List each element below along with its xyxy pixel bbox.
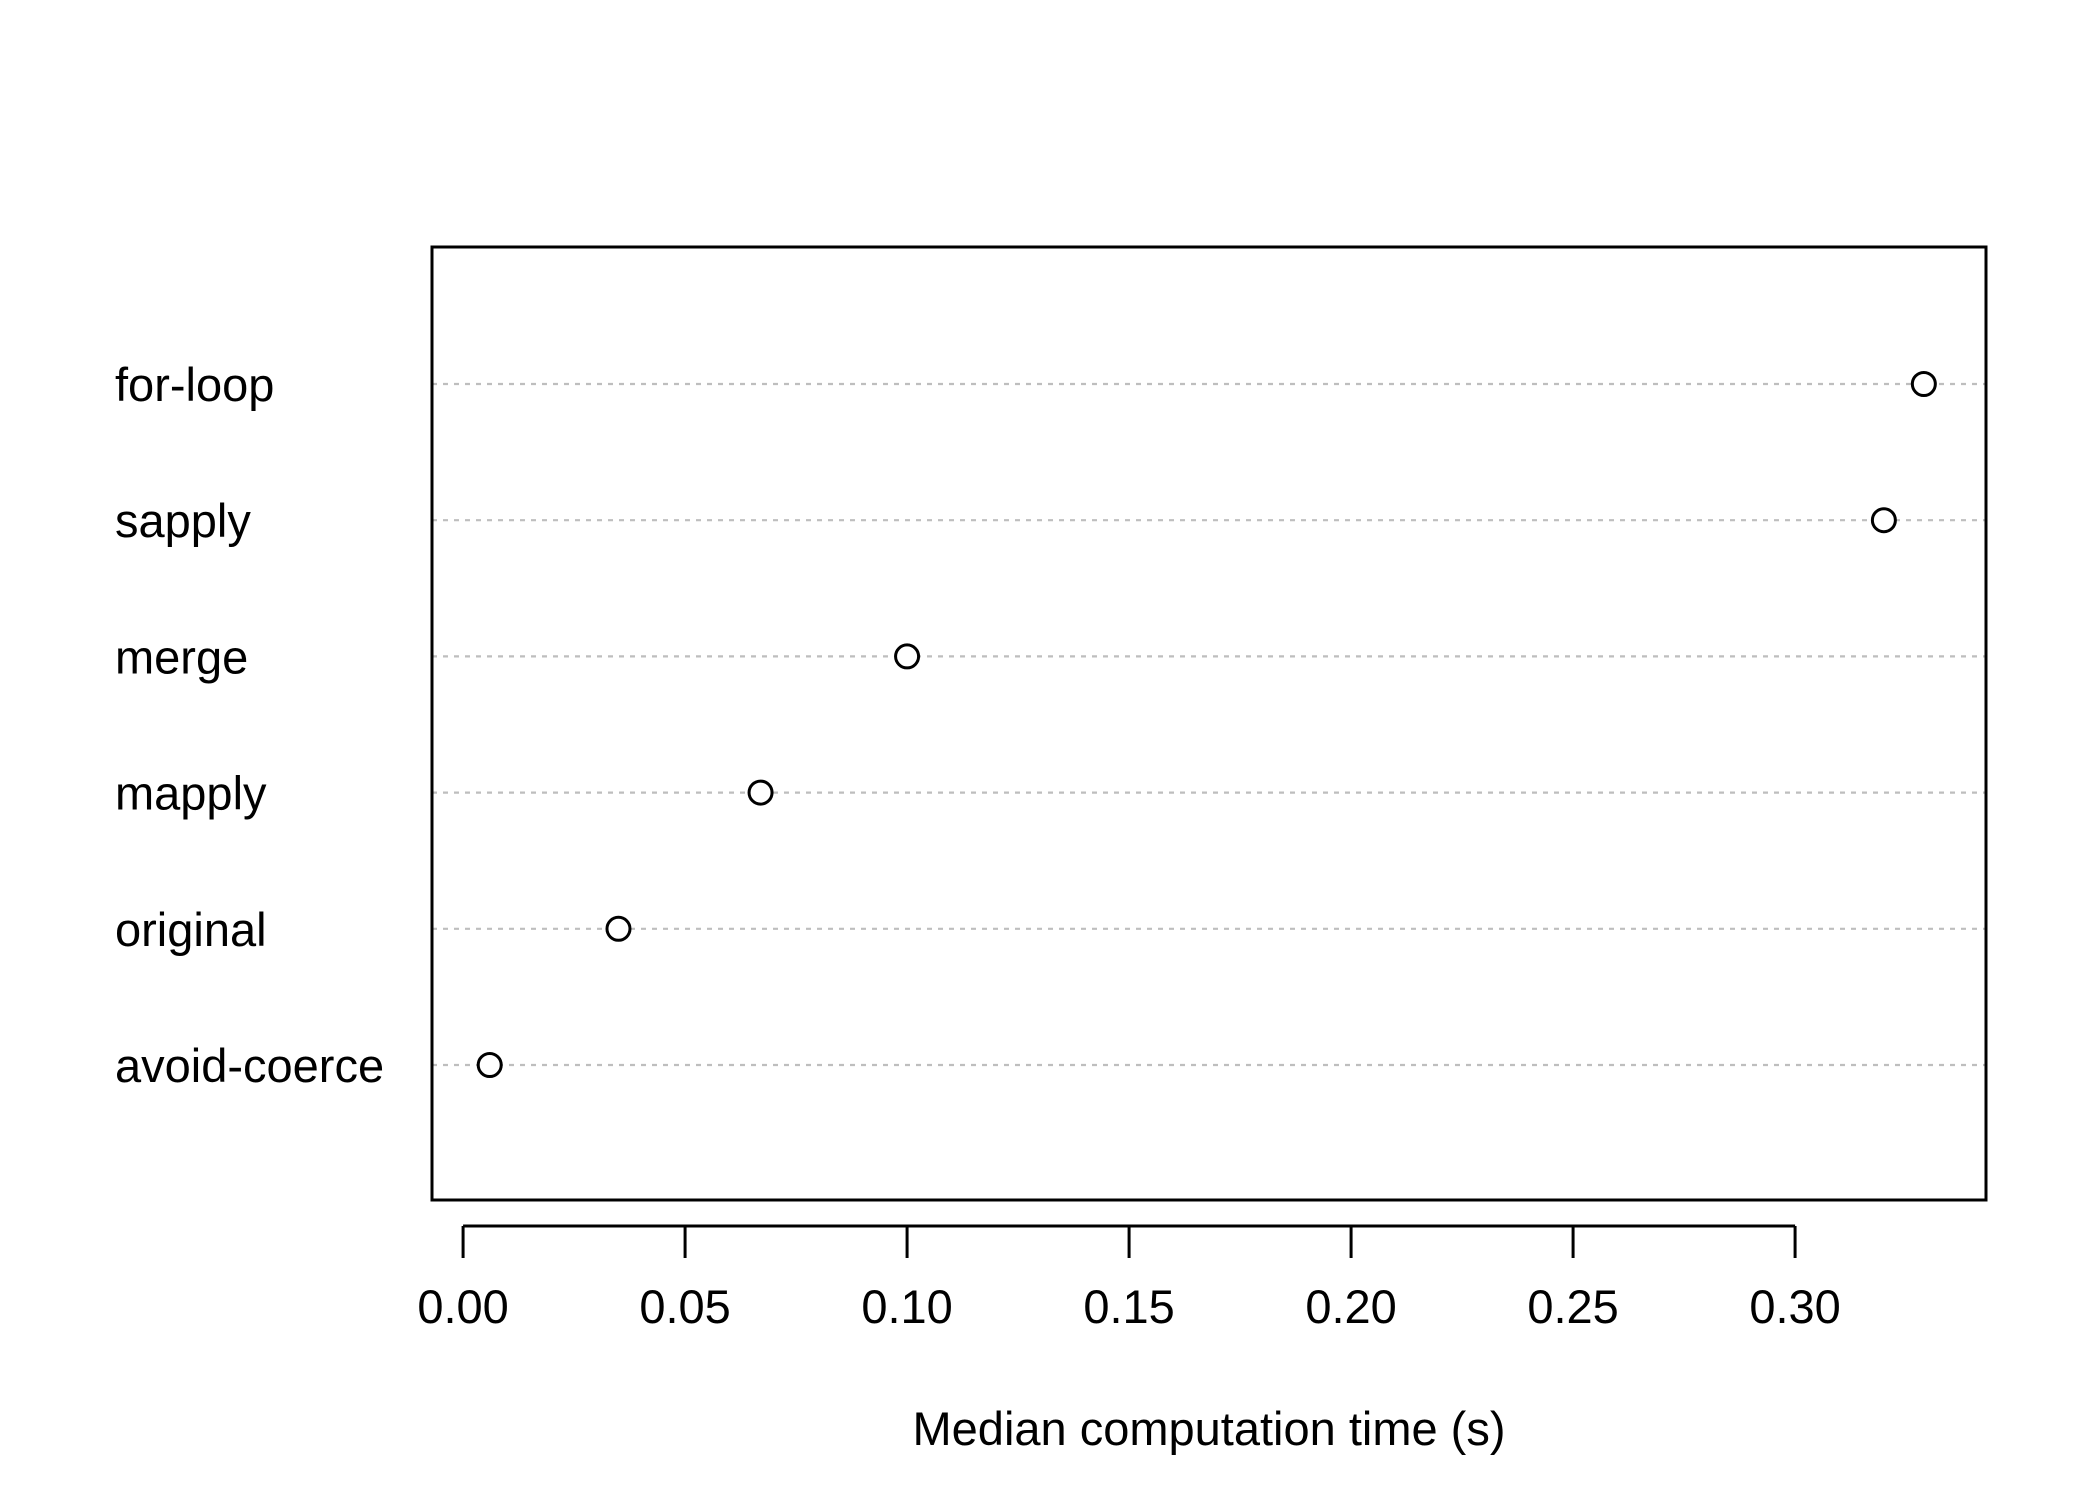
- category-label-avoid-coerce: avoid-coerce: [115, 1039, 384, 1092]
- x-axis: 0.00 0.05 0.10 0.15 0.20 0.25 0.30: [417, 1224, 1841, 1333]
- category-label-mapply: mapply: [115, 767, 267, 820]
- point-avoid-coerce: [476, 1052, 503, 1078]
- data-points: [476, 371, 1937, 1078]
- point-sapply: [1870, 507, 1897, 534]
- x-tick-label-6: 0.30: [1749, 1280, 1840, 1333]
- point-for-loop: [1910, 371, 1937, 397]
- point-original: [605, 915, 632, 942]
- category-label-for-loop: for-loop: [115, 358, 274, 411]
- x-axis-title: Median computation time (s): [913, 1402, 1506, 1455]
- x-tick-label-5: 0.25: [1527, 1280, 1618, 1333]
- point-mapply: [747, 779, 774, 806]
- x-tick-label-2: 0.10: [861, 1280, 952, 1333]
- point-merge: [894, 643, 921, 670]
- x-tick-label-3: 0.15: [1083, 1280, 1174, 1333]
- category-label-merge: merge: [115, 630, 248, 683]
- guide-lines: [432, 382, 1986, 1067]
- category-label-original: original: [115, 903, 267, 956]
- x-tick-label-0: 0.00: [417, 1280, 508, 1333]
- x-tick-label-1: 0.05: [639, 1280, 730, 1333]
- plot-frame: [430, 245, 1988, 1202]
- category-label-sapply: sapply: [115, 494, 251, 547]
- x-tick-label-4: 0.20: [1305, 1280, 1396, 1333]
- category-labels: avoid-coerce original mapply merge sapply for…: [115, 358, 384, 1092]
